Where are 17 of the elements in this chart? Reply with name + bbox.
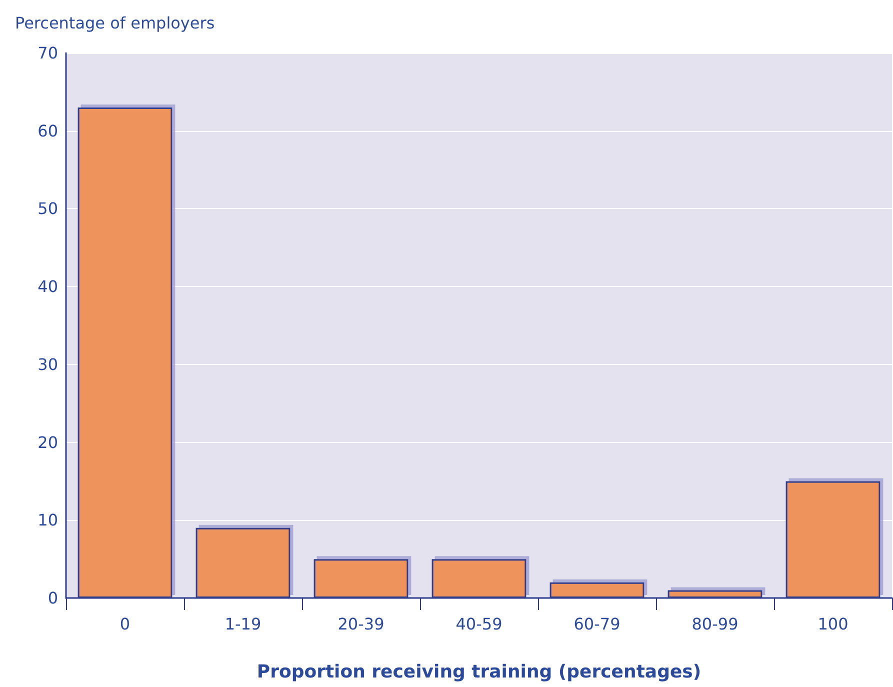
y-tick-label: 60 [38,121,58,140]
x-tick-label: 100 [818,614,848,634]
x-tick-label: 60-79 [574,614,620,634]
y-axis-title: Percentage of employers [15,14,215,32]
y-tick-label: 40 [38,277,58,296]
y-tick-label: 70 [38,44,58,62]
y-tick-label: 50 [38,199,58,218]
y-tick-label: 10 [38,510,58,530]
x-tick-label: 0 [120,614,130,634]
x-tick-label: 40-59 [456,614,502,634]
y-tick-label: 20 [38,432,58,452]
x-tick-label: 80-99 [692,614,738,634]
x-tick-label: 20-39 [338,614,384,634]
y-tick-label: 30 [38,354,58,374]
x-axis-title: Proportion receiving training (percentages) [256,662,702,682]
x-tick-label: 1-19 [224,614,262,634]
y-tick-label: 0 [48,588,58,608]
